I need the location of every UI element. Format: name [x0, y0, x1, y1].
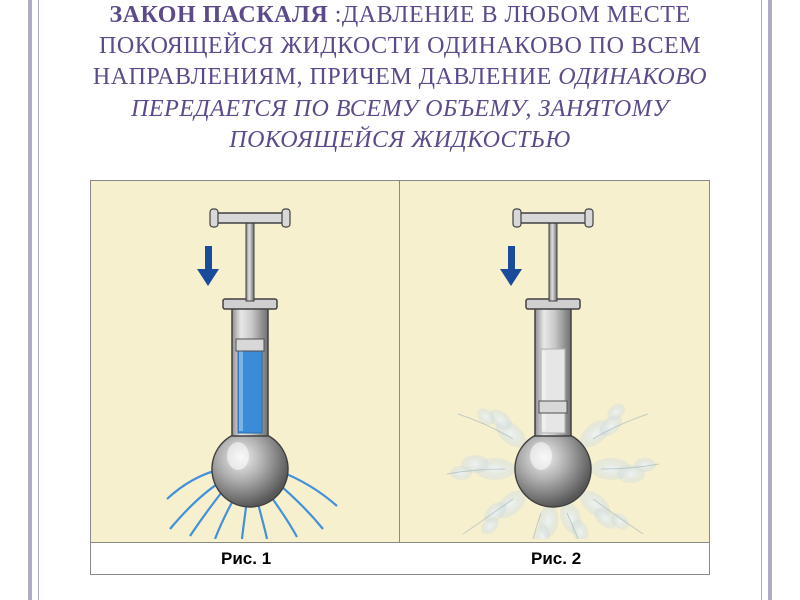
- title-line3-italic: ОДИНАКОВО: [558, 64, 707, 90]
- slide-frame-inner-right: [761, 0, 762, 600]
- figure-panel-2: [409, 191, 697, 539]
- law-name: ЗАКОН ПАСКАЛЯ: [109, 2, 328, 28]
- title-line5: ПОКОЯЩЕЙСЯ ЖИДКОСТЬЮ: [229, 127, 571, 153]
- title-line4: ПЕРЕДАЕТСЯ ПО ВСЕМУ ОБЪЕМУ, ЗАНЯТОМУ: [131, 96, 669, 122]
- caption-fig-1: Рис. 1: [221, 549, 271, 569]
- figure-divider: [399, 181, 400, 574]
- figure-panel-1: [105, 191, 395, 539]
- pascal-ball-liquid: [105, 191, 395, 539]
- title-line2: ПОКОЯЩЕЙСЯ ЖИДКОСТИ ОДИНАКОВО ПО ВСЕМ: [99, 33, 701, 59]
- caption-bar: Рис. 1 Рис. 2: [91, 542, 709, 574]
- title-line3: НАПРАВЛЕНИЯМ, ПРИЧЕМ ДАВЛЕНИЕ: [93, 64, 558, 90]
- title-part1: :ДАВЛЕНИЕ В ЛЮБОМ МЕСТЕ: [328, 2, 690, 28]
- figure-container: Рис. 1 Рис. 2: [90, 180, 710, 575]
- caption-fig-2: Рис. 2: [531, 549, 581, 569]
- pascal-ball-gas: [409, 191, 697, 539]
- slide-frame-inner-left: [38, 0, 39, 600]
- title-text: ЗАКОН ПАСКАЛЯ :ДАВЛЕНИЕ В ЛЮБОМ МЕСТЕ ПО…: [50, 0, 750, 156]
